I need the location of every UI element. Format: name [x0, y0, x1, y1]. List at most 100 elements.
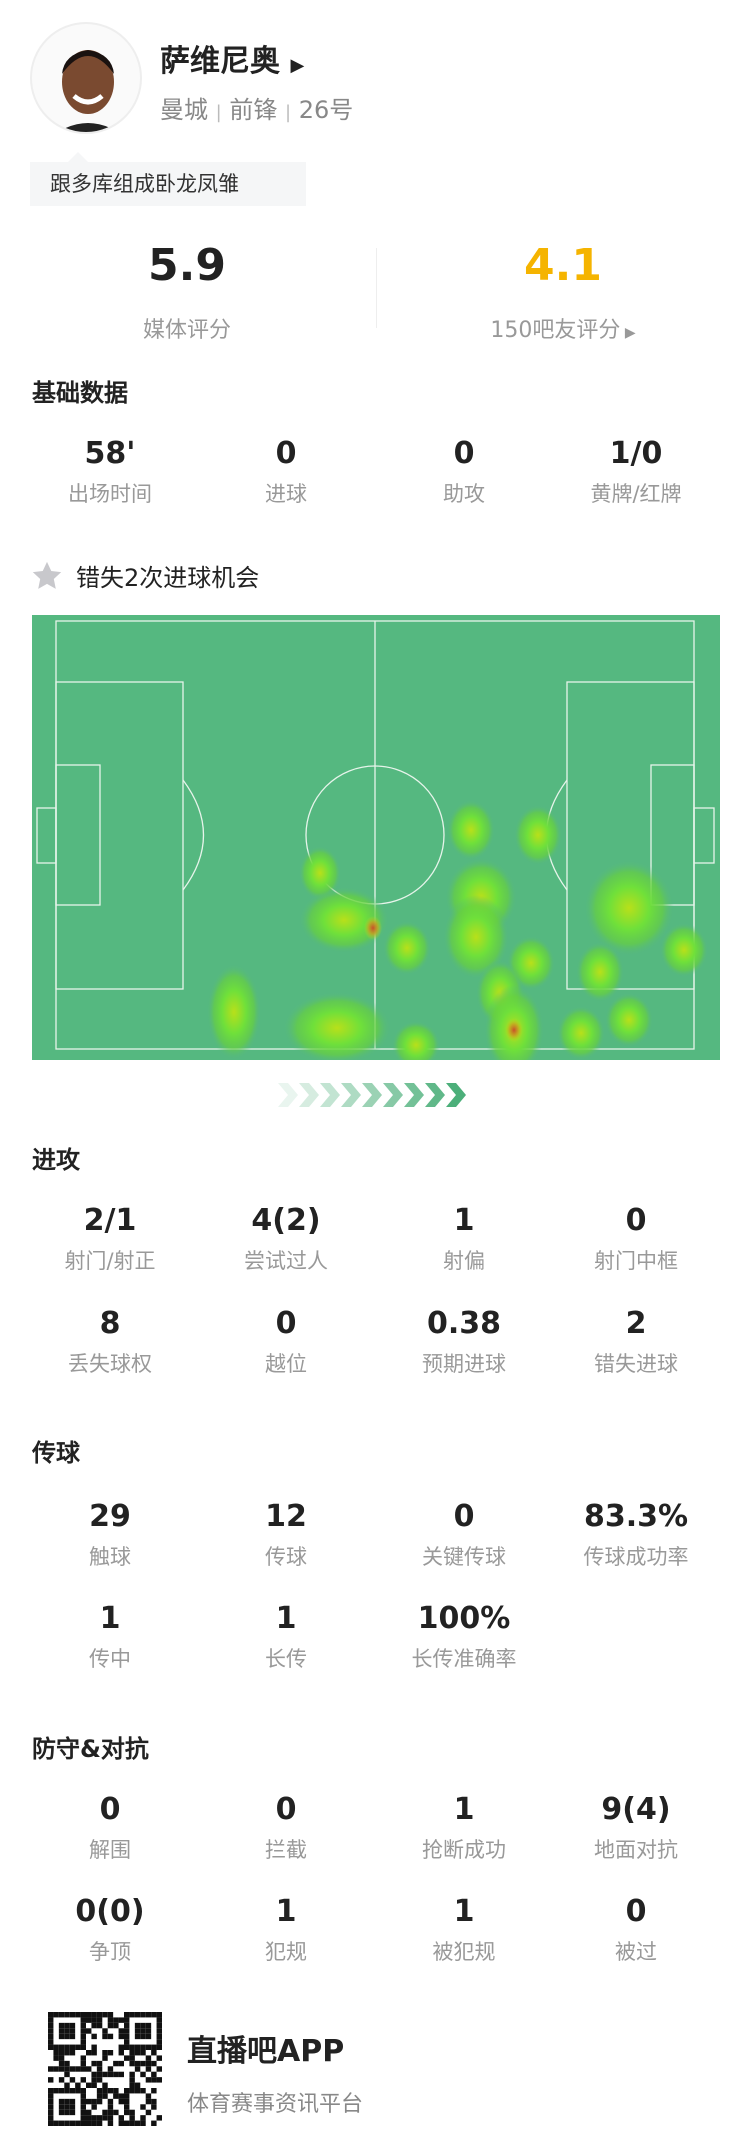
stat-label: 错失进球	[594, 1352, 678, 1376]
section-title-defense: 防守&对抗	[32, 1735, 149, 1763]
stat-value: 58'	[84, 436, 136, 471]
stat-label: 丢失球权	[68, 1352, 152, 1376]
section-title-attack: 进攻	[32, 1146, 80, 1174]
stat-defense-3: 9(4) 地面对抗	[551, 1792, 721, 1864]
player-tag: 跟多库组成卧龙凤雏	[30, 152, 306, 206]
heat-hotspot	[505, 1018, 523, 1042]
stat-defense-7: 0 被过	[551, 1894, 721, 1966]
stat-defense-2: 1 抢断成功	[379, 1792, 549, 1864]
stat-label: 射偏	[443, 1249, 485, 1273]
stat-label: 进球	[265, 482, 307, 506]
stat-value: 0(0)	[75, 1894, 145, 1929]
heat-hotspot	[364, 916, 382, 940]
heat-blob	[283, 992, 391, 1060]
section-title-passing: 传球	[32, 1439, 80, 1467]
stat-value: 0	[275, 1306, 297, 1341]
stat-passing-1: 12 传球	[201, 1499, 371, 1571]
heat-blob	[383, 921, 431, 975]
chevron-icon	[299, 1083, 319, 1107]
stat-passing-4: 1 传中	[25, 1601, 195, 1673]
player-avatar[interactable]	[30, 22, 142, 134]
qr-code	[48, 2012, 162, 2126]
stat-value: 2	[625, 1306, 647, 1341]
stat-label: 传球成功率	[583, 1545, 689, 1569]
chevron-icon	[425, 1083, 445, 1107]
stat-attack-3: 0 射门中框	[551, 1203, 721, 1275]
heat-blob	[299, 887, 389, 953]
stat-label: 越位	[265, 1352, 307, 1376]
stat-defense-0: 0 解围	[25, 1792, 195, 1864]
missed-chances: 错失2次进球机会	[30, 558, 259, 593]
stat-value: 1	[453, 1894, 475, 1929]
heat-blob	[299, 846, 341, 900]
heat-blob	[207, 964, 261, 1060]
stat-label: 助攻	[443, 482, 485, 506]
stat-attack-0: 2/1 射门/射正	[25, 1203, 195, 1275]
stat-attack-7: 2 错失进球	[551, 1306, 721, 1378]
fan-rating-link[interactable]: 150吧友评分 ▶	[490, 318, 636, 343]
stat-label: 长传	[265, 1647, 307, 1671]
stat-value: 83.3%	[583, 1499, 689, 1534]
arrow-right-icon: ▶	[620, 325, 636, 341]
stat-label: 传中	[89, 1647, 131, 1671]
stat-value: 0	[453, 436, 475, 471]
stat-label: 争顶	[89, 1940, 131, 1964]
heatmap-pitch	[32, 615, 720, 1060]
stat-attack-2: 1 射偏	[379, 1203, 549, 1275]
media-rating-value: 5.9	[148, 240, 226, 291]
stat-attack-6: 0.38 预期进球	[379, 1306, 549, 1378]
stat-passing-2: 0 关键传球	[379, 1499, 549, 1571]
chevron-icon	[362, 1083, 382, 1107]
heat-blob	[392, 1021, 440, 1060]
heat-blob	[605, 993, 653, 1047]
stat-value: 1	[453, 1203, 475, 1238]
stat-basic-2: 0 助攻	[379, 436, 549, 508]
stat-defense-1: 0 拦截	[201, 1792, 371, 1864]
stat-basic-1: 0 进球	[201, 436, 371, 508]
stat-label: 黄牌/红牌	[590, 482, 682, 506]
stat-value: 2/1	[83, 1203, 137, 1238]
heat-blob	[576, 942, 624, 1002]
stat-attack-1: 4(2) 尝试过人	[201, 1203, 371, 1275]
stat-label: 抢断成功	[422, 1838, 506, 1862]
heat-blob	[660, 923, 708, 977]
stat-value: 1	[275, 1894, 297, 1929]
app-name: 直播吧APP	[187, 2034, 345, 2069]
fan-rating-value: 4.1	[524, 240, 602, 291]
player-name[interactable]: 萨维尼奥 ▶	[160, 44, 305, 79]
stat-label: 关键传球	[422, 1545, 506, 1569]
stat-basic-0: 58' 出场时间	[25, 436, 195, 508]
heat-blob	[443, 895, 509, 979]
stat-value: 8	[99, 1306, 121, 1341]
stat-label: 射门/射正	[64, 1249, 156, 1273]
stat-defense-5: 1 犯规	[201, 1894, 371, 1966]
heat-blob	[584, 860, 674, 956]
stat-value: 0	[275, 436, 297, 471]
stat-value: 0	[99, 1792, 121, 1827]
stat-value: 0	[275, 1792, 297, 1827]
stat-value: 1/0	[609, 436, 663, 471]
stat-label: 出场时间	[68, 482, 152, 506]
stat-attack-5: 0 越位	[201, 1306, 371, 1378]
stat-label: 预期进球	[422, 1352, 506, 1376]
stat-label: 拦截	[265, 1838, 307, 1862]
heat-blob	[557, 1006, 605, 1060]
divider	[376, 248, 377, 328]
chevron-icon	[446, 1083, 466, 1107]
stat-value: 1	[275, 1601, 297, 1636]
stat-attack-4: 8 丢失球权	[25, 1306, 195, 1378]
stat-value: 100%	[417, 1601, 511, 1636]
chevron-icon	[404, 1083, 424, 1107]
chevron-icon	[278, 1083, 298, 1107]
direction-arrows-icon	[278, 1083, 466, 1107]
stat-label: 触球	[89, 1545, 131, 1569]
stat-passing-0: 29 触球	[25, 1499, 195, 1571]
stat-value: 4(2)	[251, 1203, 321, 1238]
player-meta: 曼城 | 前锋 | 26号	[160, 96, 354, 124]
stat-passing-6: 100% 长传准确率	[379, 1601, 549, 1673]
stat-label: 地面对抗	[594, 1838, 678, 1862]
app-slogan: 体育赛事资讯平台	[187, 2092, 364, 2117]
stat-value: 29	[89, 1499, 131, 1534]
stat-value: 0	[625, 1894, 647, 1929]
stat-value: 0.38	[426, 1306, 502, 1341]
